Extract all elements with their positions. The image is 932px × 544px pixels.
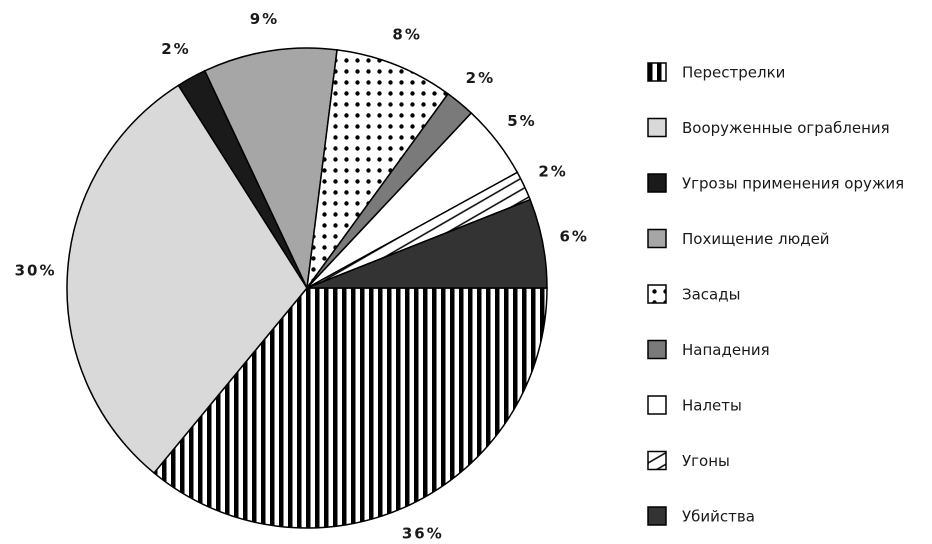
- legend-swatch: [647, 339, 667, 360]
- slice-label: 8%: [392, 26, 421, 44]
- slice-label: 5%: [507, 112, 536, 130]
- slice-label: 30%: [15, 261, 57, 279]
- legend-swatch: [647, 173, 667, 193]
- pie-slice: [66, 84, 308, 474]
- slice-label: 9%: [250, 10, 279, 28]
- legend-label: Засады: [682, 286, 740, 304]
- legend-swatch: [647, 117, 667, 138]
- legend-swatch: [647, 228, 667, 249]
- slice-label: 2%: [466, 69, 495, 87]
- slice-label: 36%: [402, 525, 444, 543]
- legend-label: Угоны: [682, 452, 730, 470]
- legend-swatch: [647, 62, 667, 82]
- slice-label: 2%: [538, 163, 567, 181]
- legend-swatch: [647, 395, 667, 415]
- pie-slice: [306, 49, 450, 289]
- legend-label: Вооруженные ограбления: [682, 119, 890, 137]
- legend-label: Угрозы применения оружия: [682, 175, 904, 193]
- pie-slice: [306, 198, 548, 289]
- legend-swatch: [647, 284, 667, 304]
- legend-label: Нападения: [682, 341, 770, 359]
- legend-swatch: [647, 506, 667, 526]
- legend-label: Налеты: [682, 397, 742, 415]
- legend-label: Убийства: [682, 508, 755, 526]
- legend-label: Похищение людей: [682, 230, 830, 248]
- slice-label: 2%: [161, 40, 190, 58]
- legend-swatch: [647, 450, 667, 471]
- pie-slice: [152, 287, 548, 529]
- slice-label: 6%: [559, 228, 588, 246]
- legend-label: Перестрелки: [682, 64, 785, 82]
- pie-slice: [203, 47, 338, 291]
